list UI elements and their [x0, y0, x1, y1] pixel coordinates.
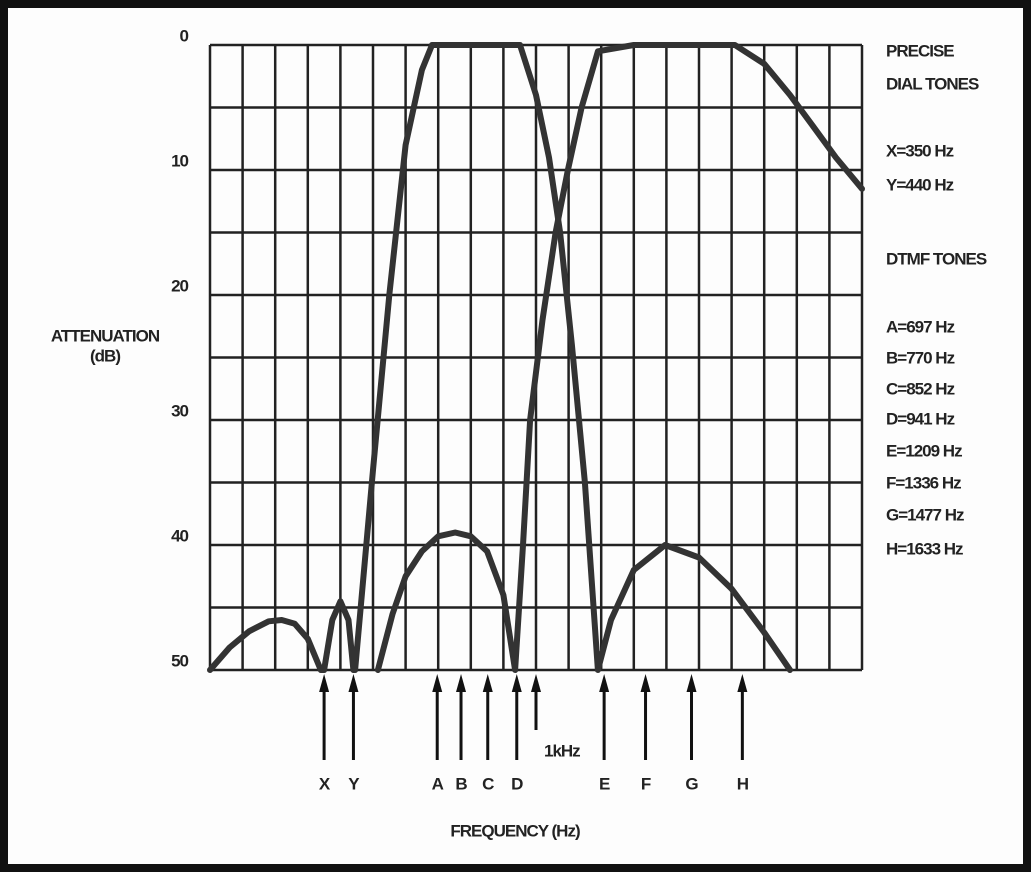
marker-label: E [599, 774, 610, 793]
annotation: G=1477 Hz [886, 505, 964, 524]
annotation: F=1336 Hz [886, 473, 961, 492]
y-axis-label: ATTENUATION [51, 326, 160, 345]
annotation: E=1209 Hz [886, 441, 962, 460]
marker-label: X [319, 774, 331, 793]
annotation: DTMF TONES [886, 249, 987, 268]
annotation: C=852 Hz [886, 379, 955, 398]
annotation: X=350 Hz [886, 141, 954, 160]
annotation: PRECISE [886, 41, 954, 60]
annotation: A=697 Hz [886, 317, 955, 336]
y-tick-label: 40 [171, 526, 188, 545]
y-tick-label: 0 [180, 26, 189, 45]
y-tick-label: 30 [171, 401, 188, 420]
x-axis-label: FREQUENCY (Hz) [450, 821, 580, 840]
annotation: H=1633 Hz [886, 539, 963, 558]
marker-label: D [511, 774, 523, 793]
annotation: B=770 Hz [886, 348, 955, 367]
marker-label: C [482, 774, 494, 793]
marker-label: H [737, 774, 749, 793]
marker-label: F [641, 774, 651, 793]
marker-label: A [432, 774, 444, 793]
y-tick-label: 50 [171, 651, 188, 670]
marker-label: 1kHz [544, 741, 580, 760]
y-tick-label: 10 [171, 151, 188, 170]
y-tick-label: 20 [171, 276, 188, 295]
annotation: Y=440 Hz [886, 175, 954, 194]
y-axis-label: (dB) [90, 346, 120, 365]
marker-label: G [685, 774, 698, 793]
marker-label: B [455, 774, 467, 793]
marker-label: Y [348, 774, 360, 793]
annotation: D=941 Hz [886, 409, 955, 428]
annotation: DIAL TONES [886, 74, 979, 93]
chart: ATTENUATION (dB) FREQUENCY (Hz) 0 10 20 30 4… [0, 0, 1031, 872]
